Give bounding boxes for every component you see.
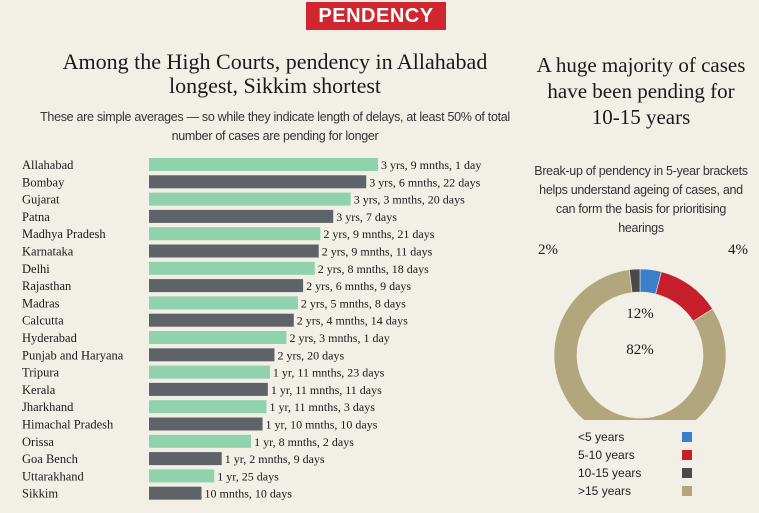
category-label: Goa Bench xyxy=(22,452,79,466)
bar-value-label: 3 yrs, 6 mnths, 22 days xyxy=(369,175,480,189)
bar-value-label: 1 yr, 8 mnths, 2 days xyxy=(254,435,354,449)
bar-value-label: 2 yrs, 9 mnths, 11 days xyxy=(322,245,433,259)
bar xyxy=(149,417,263,431)
bar-value-label: 2 yrs, 8 mnths, 18 days xyxy=(318,262,429,276)
bar xyxy=(149,227,321,241)
bar xyxy=(149,331,287,344)
category-label: Delhi xyxy=(22,262,50,276)
bar-value-label: 2 yrs, 5 mnths, 8 days xyxy=(301,296,406,310)
bar xyxy=(149,452,222,466)
bar-value-label: 1 yr, 10 mnths, 10 days xyxy=(266,418,378,432)
bar-value-label: 1 yr, 11 mnths, 23 days xyxy=(273,366,385,380)
bar-value-label: 2 yrs, 4 mnths, 14 days xyxy=(297,314,408,328)
bar xyxy=(149,365,270,379)
donut-chart-subtitle: Break-up of pendency in 5-year brackets … xyxy=(534,164,748,235)
bar xyxy=(149,244,319,258)
legend-swatch xyxy=(682,468,692,478)
section-badge: PENDENCY xyxy=(306,2,446,30)
legend-swatch xyxy=(682,486,692,496)
bar-value-label: 3 yrs, 9 mnths, 1 day xyxy=(381,158,481,172)
bar-value-label: 3 yrs, 3 mnths, 20 days xyxy=(354,193,465,207)
bar-value-label: 2 yrs, 6 mnths, 9 days xyxy=(306,279,411,293)
slice-percent-label: 12% xyxy=(626,306,654,322)
category-label: Hyderabad xyxy=(22,331,78,345)
donut-chart: 4% 12% 82% 2% xyxy=(538,242,748,420)
bar-value-label: 1 yr, 11 mnths, 11 days xyxy=(271,383,382,397)
bar xyxy=(149,348,275,362)
bar-value-label: 2 yrs, 20 days xyxy=(277,348,344,362)
category-label: Calcutta xyxy=(22,314,64,328)
legend-item: 10-15 years xyxy=(578,464,708,482)
bar xyxy=(149,486,202,500)
category-label: Kerala xyxy=(22,383,56,397)
bar-value-label: 1 yr, 2 mnths, 9 days xyxy=(225,452,325,466)
category-label: Uttarakhand xyxy=(22,469,85,483)
slice-percent-label: 4% xyxy=(728,242,748,258)
legend-item: 5-10 years xyxy=(578,446,708,464)
bar xyxy=(149,382,268,396)
category-label: Bombay xyxy=(22,175,65,189)
bar-value-label: 1 yr, 11 mnths, 3 days xyxy=(269,400,375,414)
bar-chart: Allahabad 3 yrs, 9 mnths, 1 day Bombay 3 yr… xyxy=(22,158,481,501)
legend-swatch xyxy=(682,432,692,442)
donut-slice xyxy=(655,271,714,322)
bar xyxy=(149,296,298,310)
bar-value-label: 10 mnths, 10 days xyxy=(205,487,293,501)
bar xyxy=(149,192,351,206)
bar xyxy=(149,469,215,483)
bar xyxy=(149,209,334,223)
bar xyxy=(149,434,252,448)
category-label: Sikkim xyxy=(22,487,58,501)
bar-value-label: 3 yrs, 7 days xyxy=(336,210,397,224)
bar xyxy=(149,279,304,293)
bar xyxy=(149,400,267,414)
bar xyxy=(149,313,294,327)
donut-chart-title: A huge majority of cases have been pendi… xyxy=(536,53,746,129)
bar-value-label: 1 yr, 25 days xyxy=(217,469,279,483)
legend-item: <5 years xyxy=(578,428,708,446)
category-label: Orissa xyxy=(22,435,54,449)
category-label: Madhya Pradesh xyxy=(22,227,106,241)
category-label: Allahabad xyxy=(22,158,74,172)
donut-legend: <5 years 5-10 years 10-15 years >15 year… xyxy=(578,428,708,500)
bar xyxy=(149,158,378,171)
category-label: Tripura xyxy=(22,366,59,380)
legend-label: 5-10 years xyxy=(578,448,635,462)
bar-value-label: 2 yrs, 9 mnths, 21 days xyxy=(323,227,434,241)
category-label: Karnataka xyxy=(22,245,74,259)
category-label: Rajasthan xyxy=(22,279,72,293)
legend-label: 10-15 years xyxy=(578,466,642,480)
category-label: Gujarat xyxy=(22,193,60,207)
category-label: Himachal Pradesh xyxy=(22,418,114,432)
category-label: Madras xyxy=(22,296,60,310)
category-label: Punjab and Haryana xyxy=(22,348,124,362)
legend-label: <5 years xyxy=(578,430,625,444)
bar xyxy=(149,261,315,275)
slice-percent-label: 82% xyxy=(626,342,654,358)
bar xyxy=(149,175,367,189)
bar-chart-title: Among the High Courts, pendency in Allah… xyxy=(62,49,488,98)
donut-slice xyxy=(553,269,727,420)
legend-item: >15 years xyxy=(578,482,708,500)
category-label: Patna xyxy=(22,210,50,224)
bar-chart-subtitle: These are simple averages — so while the… xyxy=(40,110,510,143)
slice-percent-label: 2% xyxy=(538,242,558,258)
category-label: Jharkhand xyxy=(22,400,74,414)
legend-label: >15 years xyxy=(578,484,632,498)
donut-slice xyxy=(628,268,641,293)
legend-swatch xyxy=(682,450,692,460)
bar-value-label: 2 yrs, 3 mnths, 1 day xyxy=(289,331,389,345)
